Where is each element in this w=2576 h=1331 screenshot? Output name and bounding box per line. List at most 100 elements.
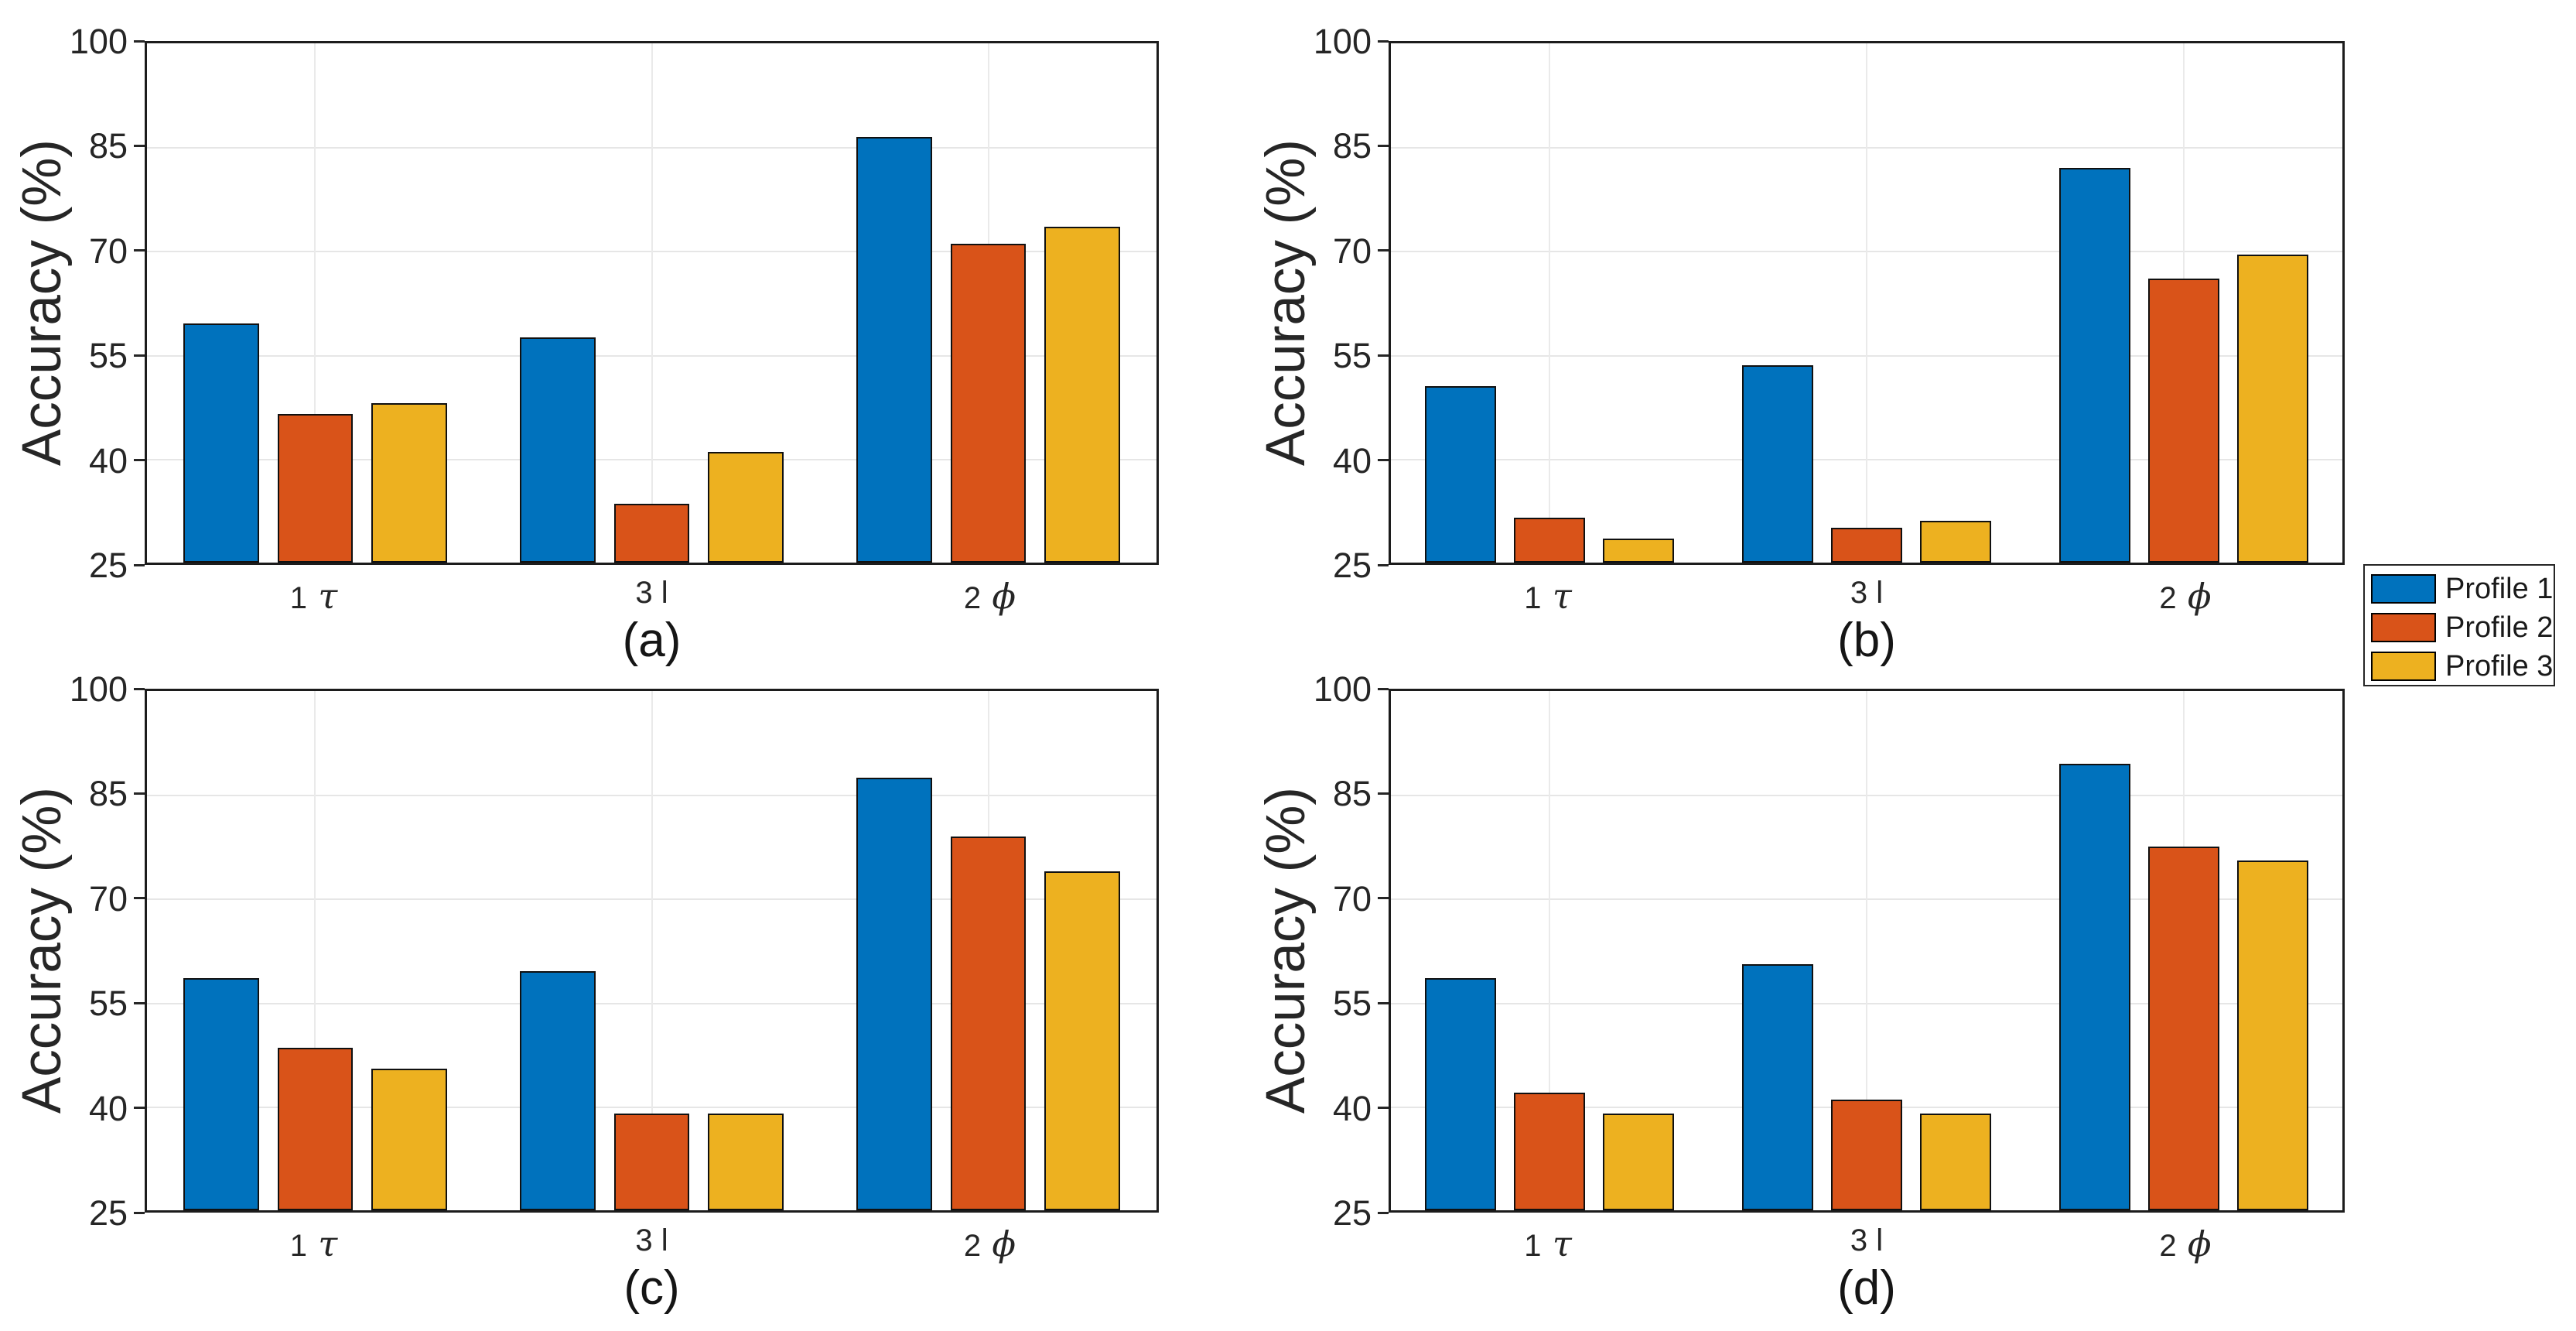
y-tick-label-70: 70 <box>1332 231 1372 271</box>
x-tick-token: 1 <box>1524 581 1542 615</box>
gridline-x-1 <box>314 43 316 563</box>
plot-area-a <box>145 41 1159 565</box>
x-tick-token: τ <box>1541 576 1572 617</box>
y-tick-label-40: 40 <box>1332 440 1372 481</box>
legend-row: Profile 3 <box>2371 652 2553 681</box>
gridline-x-1 <box>314 691 316 1210</box>
bar-profile-3-cat2 <box>1919 521 1991 563</box>
panel-caption-b: (b) <box>1837 614 1896 667</box>
x-tick-label-cat3: 2 ϕ <box>874 576 1106 617</box>
bar-profile-3-cat2 <box>708 451 784 563</box>
bar-profile-2-cat2 <box>1830 528 1903 563</box>
x-tick-token: ϕ <box>981 576 1016 617</box>
bar-profile-1-cat1 <box>183 978 259 1210</box>
bar-profile-2-cat1 <box>1513 1092 1586 1210</box>
plot-area-d <box>1389 689 2345 1213</box>
y-axis-label: Accuracy (%) <box>7 41 77 565</box>
x-tick-token: 2 <box>2159 1229 2177 1263</box>
bar-profile-1-cat2 <box>1741 365 1814 563</box>
bar-profile-2-cat2 <box>1830 1099 1903 1210</box>
x-tick-token: ϕ <box>2176 1223 2212 1264</box>
y-tick-label-85: 85 <box>1332 774 1372 814</box>
bar-profile-1-cat1 <box>1424 978 1497 1210</box>
y-axis-label-text: Accuracy (%) <box>1255 139 1317 467</box>
x-tick-token: ϕ <box>981 1223 1016 1264</box>
legend-swatch-profile-1 <box>2371 574 2436 604</box>
bar-profile-2-cat3 <box>2147 847 2220 1210</box>
y-tick-label-70: 70 <box>88 231 128 271</box>
y-tick-mark-40 <box>134 459 145 462</box>
x-tick-token: l <box>1867 1223 1884 1257</box>
y-tick-label-25: 25 <box>1332 1193 1372 1233</box>
bar-profile-1-cat2 <box>519 337 596 563</box>
y-tick-label-100: 100 <box>69 669 128 709</box>
x-tick-token: l <box>652 1223 668 1257</box>
y-tick-label-40: 40 <box>1332 1088 1372 1128</box>
gridline-x-2 <box>1866 691 1867 1210</box>
y-tick-label-55: 55 <box>1332 984 1372 1024</box>
bar-profile-3-cat1 <box>371 1068 448 1210</box>
y-tick-mark-100 <box>134 687 145 690</box>
x-tick-token: τ <box>307 576 338 617</box>
bar-profile-2-cat1 <box>277 413 354 563</box>
y-tick-mark-40 <box>1378 459 1389 462</box>
y-tick-label-100: 100 <box>1313 22 1372 61</box>
x-tick-label-cat2: 3 l <box>536 576 768 611</box>
bar-profile-3-cat1 <box>1602 538 1674 563</box>
bar-profile-1-cat3 <box>2058 763 2131 1210</box>
legend-swatch-profile-3 <box>2371 652 2436 681</box>
gridline-x-2 <box>651 691 653 1210</box>
y-tick-label-100: 100 <box>1313 669 1372 709</box>
bar-profile-1-cat3 <box>856 777 932 1210</box>
bar-profile-3-cat3 <box>2236 861 2308 1210</box>
bar-profile-3-cat1 <box>1602 1113 1674 1210</box>
legend-swatch-profile-2 <box>2371 613 2436 642</box>
y-tick-mark-85 <box>1378 792 1389 795</box>
y-tick-mark-70 <box>1378 897 1389 900</box>
y-tick-label-25: 25 <box>88 1193 128 1233</box>
y-axis-label: Accuracy (%) <box>1251 689 1320 1213</box>
panel-caption-d: (d) <box>1837 1261 1896 1315</box>
bar-profile-2-cat3 <box>950 836 1027 1210</box>
legend-box: Profile 1 Profile 2 Profile 3 <box>2363 564 2555 686</box>
bar-profile-2-cat2 <box>613 503 690 563</box>
x-tick-label-cat2: 3 l <box>1751 1223 1983 1258</box>
gridline-x-2 <box>651 43 653 563</box>
legend-row: Profile 2 <box>2371 613 2553 642</box>
y-tick-label-70: 70 <box>88 878 128 919</box>
y-tick-mark-25 <box>1378 563 1389 566</box>
x-tick-token: l <box>652 576 668 610</box>
x-tick-label-cat3: 2 ϕ <box>874 1223 1106 1264</box>
legend-row: Profile 1 <box>2371 574 2553 604</box>
y-tick-mark-25 <box>134 1211 145 1214</box>
y-axis-label-text: Accuracy (%) <box>11 139 73 467</box>
y-tick-label-85: 85 <box>88 774 128 814</box>
y-tick-label-100: 100 <box>69 22 128 61</box>
y-tick-label-40: 40 <box>88 440 128 481</box>
y-tick-mark-100 <box>1378 39 1389 43</box>
y-tick-mark-85 <box>134 792 145 795</box>
gridline-x-2 <box>1866 43 1867 563</box>
legend-label: Profile 2 <box>2445 611 2554 644</box>
bar-profile-3-cat1 <box>371 403 448 563</box>
bar-profile-2-cat2 <box>613 1113 690 1210</box>
x-tick-token: 3 <box>1850 1223 1868 1257</box>
y-tick-label-70: 70 <box>1332 878 1372 919</box>
y-tick-mark-40 <box>1378 1107 1389 1110</box>
x-tick-token: ϕ <box>2176 576 2212 617</box>
y-axis-label-text: Accuracy (%) <box>11 787 73 1114</box>
x-tick-label-cat2: 3 l <box>536 1223 768 1258</box>
bar-profile-3-cat3 <box>2236 254 2308 563</box>
x-tick-token: 1 <box>1524 1229 1542 1263</box>
y-tick-mark-55 <box>134 354 145 357</box>
x-tick-token: 3 <box>1850 576 1868 610</box>
bar-profile-1-cat3 <box>2058 168 2131 563</box>
y-tick-mark-55 <box>1378 1001 1389 1004</box>
y-tick-mark-55 <box>134 1001 145 1004</box>
panel-caption-c: (c) <box>624 1261 680 1315</box>
y-tick-label-25: 25 <box>1332 546 1372 585</box>
panel-caption-a: (a) <box>622 614 682 667</box>
x-tick-token: 1 <box>289 581 308 615</box>
x-tick-token: 2 <box>963 1229 982 1263</box>
y-tick-mark-25 <box>1378 1211 1389 1214</box>
